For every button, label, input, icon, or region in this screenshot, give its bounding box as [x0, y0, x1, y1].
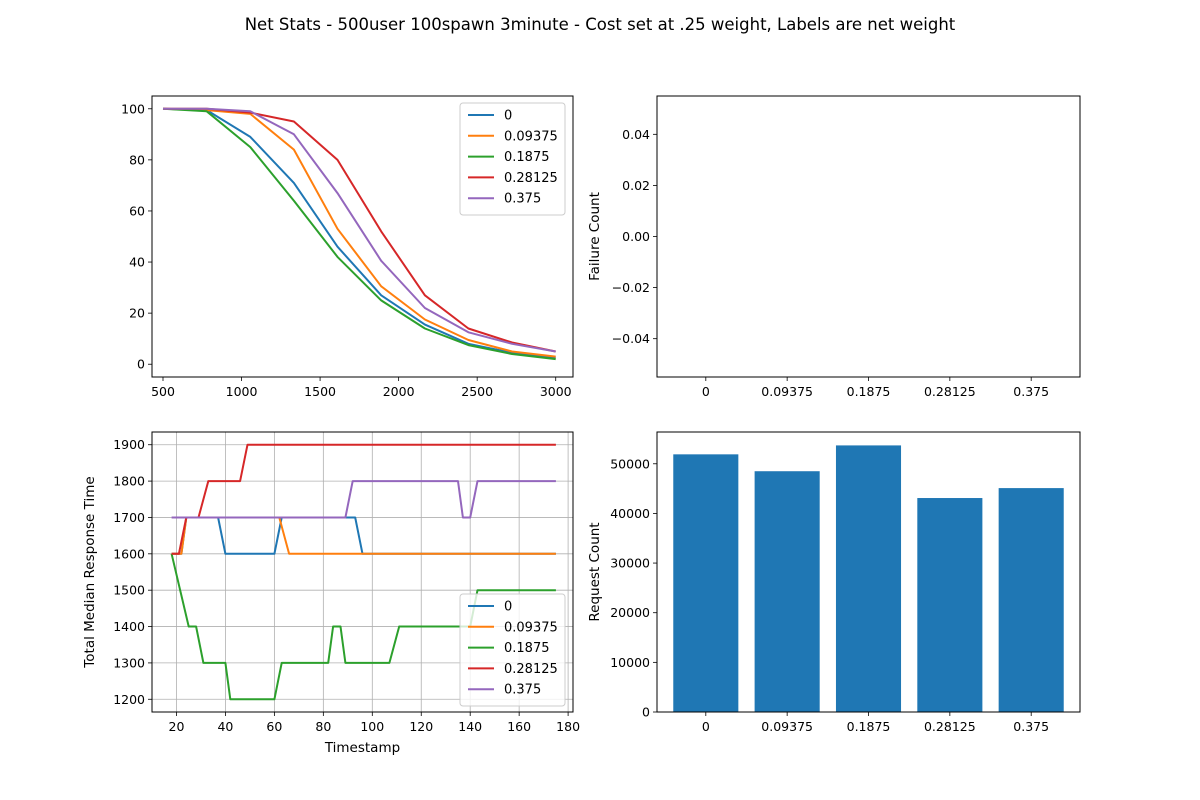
bar-0.09375 [754, 471, 820, 712]
top-left-xtick-label: 2500 [461, 384, 493, 399]
top-left-legend-label: 0 [504, 109, 512, 124]
bottom-left-ytick-label: 1600 [113, 546, 145, 561]
bottom-right-xtick-label: 0.28125 [924, 719, 976, 734]
bar-0.1875 [835, 445, 902, 712]
bottom-left-ytick-label: 1300 [113, 655, 145, 670]
bottom-right-xtick-label: 0.1875 [847, 719, 891, 734]
series-line-0 [171, 516, 556, 555]
series-line-0.1875 [170, 553, 556, 701]
request-count-bar-chart: 0 10000 20000 30000 40000 50000 Request Count 0… [587, 431, 1081, 734]
series-line-0.1875 [162, 107, 556, 361]
bottom-left-xlabel: Timestamp [324, 740, 400, 756]
series-line-0.375 [171, 480, 556, 519]
top-left-xtick-label: 2000 [383, 384, 415, 399]
top-left-legend-label: 0.28125 [504, 171, 558, 186]
bottom-left-ytick-label: 1700 [113, 510, 145, 525]
top-right-ytick-label: −0.02 [612, 280, 650, 295]
bottom-left-xtick-label: 180 [556, 719, 580, 734]
series-line-0.09375 [171, 516, 556, 555]
bottom-left-xtick-label: 40 [217, 719, 233, 734]
top-right-ytick-label: 0.02 [622, 178, 650, 193]
bottom-left-ytick-label: 1900 [113, 437, 145, 452]
bar-0.28125 [917, 498, 983, 712]
bottom-left-ytick-label: 1200 [113, 692, 145, 707]
top-right-ytick-label: 0.00 [622, 229, 650, 244]
bottom-right-xtick-label: 0.09375 [761, 719, 813, 734]
bottom-left-ytick-label: 1400 [113, 619, 145, 634]
figure-suptitle: Net Stats - 500user 100spawn 3minute - C… [245, 15, 956, 34]
top-left-xtick-label: 1000 [226, 384, 258, 399]
bottom-left-xtick-label: 120 [409, 719, 433, 734]
top-left-xtick-label: 1500 [304, 384, 336, 399]
bottom-left-axes-frame [151, 431, 574, 713]
top-left-xtick-label: 500 [151, 384, 175, 399]
bottom-right-ytick-label: 10000 [610, 655, 650, 670]
top-left-ytick-label: 40 [129, 255, 145, 270]
bottom-left-ytick-label: 1500 [113, 583, 145, 598]
bottom-right-ylabel: Request Count [587, 522, 603, 621]
top-left-legend-box [459, 102, 566, 216]
bottom-left-legend-label: 0.1875 [504, 641, 550, 656]
bottom-right-ytick-label: 40000 [610, 506, 650, 521]
top-left-legend-label: 0.1875 [504, 150, 550, 165]
bottom-left-legend-label: 0.375 [504, 683, 541, 698]
response-percentile-line-chart: 0 20 40 60 80 100 500 1000 1500 2000 2500 3000 0 0.09… [121, 95, 574, 399]
bar-0 [673, 454, 739, 712]
bottom-left-xtick-label: 60 [266, 719, 282, 734]
bottom-right-ytick-label: 20000 [610, 605, 650, 620]
bottom-right-xtick-label: 0.375 [1013, 719, 1049, 734]
top-left-ytick-label: 60 [129, 203, 145, 218]
bottom-left-xtick-label: 80 [315, 719, 331, 734]
bottom-left-legend-label: 0 [504, 600, 512, 615]
top-left-legend-label: 0.375 [504, 192, 541, 207]
top-left-axes-frame [151, 95, 574, 378]
bottom-left-legend-box [459, 593, 566, 707]
bottom-left-legend-label: 0.09375 [504, 620, 558, 635]
top-left-ytick-label: 20 [129, 306, 145, 321]
top-right-xtick-label: 0 [702, 384, 710, 399]
bottom-right-xtick-label: 0 [702, 719, 710, 734]
series-line-0 [162, 107, 556, 359]
bottom-left-ylabel: Total Median Response Time [82, 476, 98, 668]
bottom-right-ytick-label: 50000 [610, 456, 650, 471]
top-right-ylabel: Failure Count [587, 192, 603, 281]
series-line-0.375 [163, 107, 556, 353]
top-right-ytick-label: −0.04 [612, 331, 650, 346]
series-line-0.09375 [162, 107, 556, 358]
top-left-ytick-label: 100 [121, 101, 145, 116]
top-right-axes-frame [656, 95, 1081, 378]
bottom-left-xtick-label: 100 [360, 719, 384, 734]
top-right-xtick-label: 0.1875 [847, 384, 891, 399]
bar-0.375 [998, 488, 1064, 712]
bottom-left-legend-label: 0.28125 [504, 662, 558, 677]
top-left-xtick-label: 3000 [540, 384, 572, 399]
bottom-left-xtick-label: 160 [507, 719, 531, 734]
bottom-right-ytick-label: 30000 [610, 556, 650, 571]
bottom-left-xtick-label: 20 [169, 719, 185, 734]
top-right-xtick-label: 0.375 [1013, 384, 1049, 399]
bottom-left-xtick-label: 140 [458, 719, 482, 734]
bottom-right-ytick-label: 0 [642, 705, 650, 720]
failure-count-bar-chart: −0.04 −0.02 0.00 0.02 0.04 Failure Count 0 0.09… [587, 95, 1081, 399]
top-right-xtick-label: 0.28125 [924, 384, 976, 399]
top-left-ytick-label: 80 [129, 152, 145, 167]
top-left-legend-label: 0.09375 [504, 129, 558, 144]
top-left-ytick-label: 0 [137, 357, 145, 372]
top-right-xtick-label: 0.09375 [761, 384, 813, 399]
series-line-0.28125 [171, 443, 556, 555]
bottom-left-ytick-label: 1800 [113, 474, 145, 489]
top-right-ytick-label: 0.04 [622, 127, 650, 142]
